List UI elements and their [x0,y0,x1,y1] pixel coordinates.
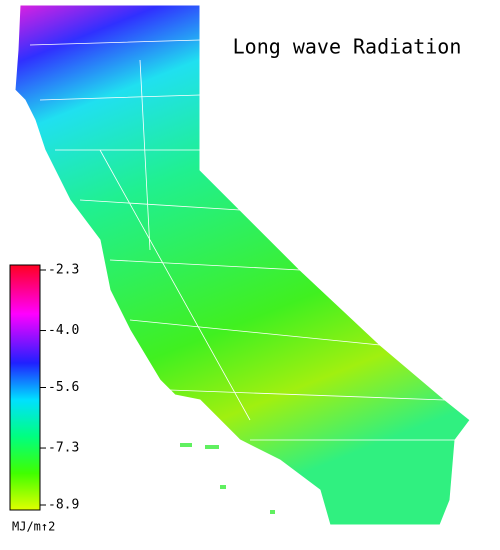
california-map [14,4,471,526]
colorbar-tick-label: -2.3 [48,263,79,278]
colorbar-tick-label: -5.6 [48,380,79,395]
islands [180,443,275,514]
colorbar-unit: MJ/m↑2 [12,520,55,534]
colorbar [9,264,41,511]
colorbar-tick-label: -7.3 [48,441,79,456]
map-title: Long wave Radiation [233,35,462,59]
colorbar-tick-label: -8.9 [48,498,79,513]
colorbar-tick-label: -4.0 [48,323,79,338]
county-lines [29,39,455,441]
